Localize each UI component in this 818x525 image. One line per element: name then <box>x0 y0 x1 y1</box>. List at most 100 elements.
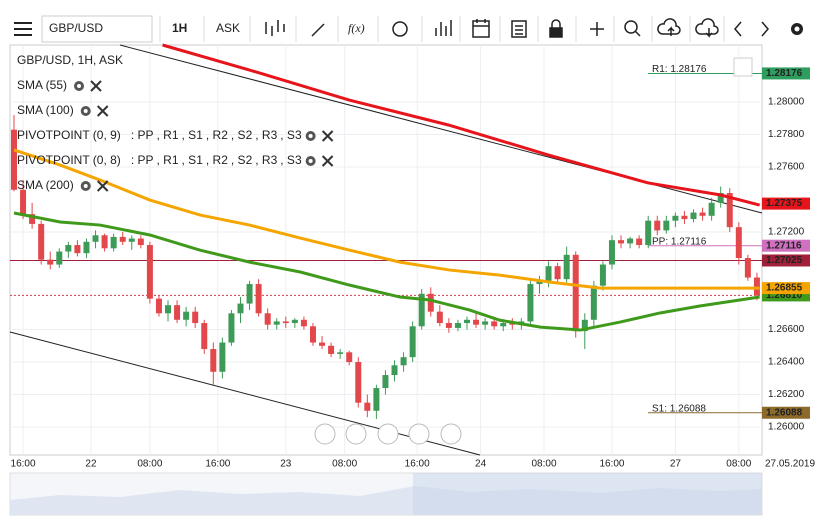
price-box-label: 1.27025 <box>766 255 803 266</box>
legend-item: , R2 <box>206 153 228 167</box>
gear-hole <box>308 134 313 138</box>
price-box <box>762 67 810 80</box>
candle-body <box>545 266 552 281</box>
candle-body <box>20 189 27 215</box>
x-tick-label: 22 <box>85 459 97 470</box>
candle-body <box>536 280 543 285</box>
nav-buttons[interactable] <box>314 423 462 445</box>
candle-body <box>92 235 99 242</box>
legend-item: : PP <box>131 128 154 142</box>
candle-body <box>690 212 697 220</box>
candles <box>10 115 760 419</box>
candle-body <box>590 285 597 320</box>
indicator-lines <box>13 43 761 332</box>
candle-body <box>500 323 507 327</box>
close-icon <box>321 130 334 142</box>
price-box <box>762 406 810 419</box>
close-icon <box>321 155 334 167</box>
levels: R1: 1.28176 PP: 1.27116 S1: 1.26088 <box>10 64 762 414</box>
candle-body <box>74 245 81 254</box>
candle-body <box>10 129 17 190</box>
expand-button[interactable] <box>733 57 753 77</box>
x-tick-label: 08:00 <box>332 459 357 470</box>
legend-item: , R3 <box>255 128 277 142</box>
separators <box>159 16 725 42</box>
pivot-caption: S1: 1.26088 <box>652 403 706 414</box>
candle-body <box>38 223 45 260</box>
legend-entry: SMA (200) <box>17 178 74 192</box>
legend-item: , R1 <box>157 128 179 142</box>
toolbar-icons[interactable] <box>265 18 769 38</box>
price-box <box>762 254 810 267</box>
sma-line <box>13 148 760 290</box>
candle-body <box>627 238 634 244</box>
legend-controls[interactable] <box>74 80 102 92</box>
candle-body <box>491 321 498 327</box>
candle-body <box>364 402 371 411</box>
close-icon <box>96 105 109 117</box>
legend-controls[interactable] <box>305 130 334 142</box>
candle-body <box>355 362 362 403</box>
gear-hole <box>83 184 88 188</box>
function-button[interactable]: f(x) <box>348 21 365 35</box>
navigator-window[interactable] <box>413 473 762 515</box>
candle-body <box>65 245 72 252</box>
legend-item: , R2 <box>206 128 228 142</box>
legend-item: , S3 <box>280 128 302 142</box>
legend-entry: PIVOTPOINT (0, 8) <box>17 153 121 167</box>
menu-button[interactable] <box>14 22 32 36</box>
candle-body <box>581 319 588 332</box>
legend-controls[interactable] <box>80 180 109 192</box>
candle-body <box>400 357 407 366</box>
candle-body <box>309 326 316 343</box>
candle-body <box>618 240 625 244</box>
x-tick-label: 08:00 <box>531 459 556 470</box>
symbol: GBP/USD <box>49 21 103 35</box>
candle-body <box>436 311 443 324</box>
legend-title: GBP/USD, 1H, ASK <box>17 53 123 67</box>
y-tick-label: 1.27200 <box>768 227 805 238</box>
price-box-label: 1.27375 <box>766 198 803 209</box>
candle-body <box>391 365 398 376</box>
candle-body <box>228 313 235 343</box>
candle-body <box>291 319 298 324</box>
y-tick-label: 1.28000 <box>768 97 805 108</box>
legend-controls[interactable] <box>80 105 109 117</box>
sma-line <box>162 43 761 207</box>
legend-item: , S2 <box>231 128 253 142</box>
candle-body <box>382 375 389 389</box>
candle-body <box>509 323 516 325</box>
candle-body <box>645 220 652 246</box>
candle-body <box>237 303 244 314</box>
candle-body <box>29 214 36 224</box>
candle-body <box>328 345 335 354</box>
interval[interactable]: 1H <box>172 21 187 35</box>
settings-hole <box>794 26 800 32</box>
side[interactable]: ASK <box>216 21 240 35</box>
candle-body <box>155 298 162 314</box>
y-tick-label: 1.27600 <box>768 162 805 173</box>
candle-body <box>137 238 144 246</box>
x-tick-label: 24 <box>475 459 487 470</box>
symbol-box[interactable] <box>41 15 153 43</box>
candle-body <box>165 305 172 314</box>
candle-body <box>101 235 108 249</box>
candle-body <box>681 215 688 220</box>
candle-body <box>146 245 153 299</box>
candle-body <box>219 342 226 372</box>
legend-item: , S3 <box>280 153 302 167</box>
candle-body <box>273 321 280 325</box>
legend-controls[interactable] <box>305 155 334 167</box>
y-tick-label: 1.26400 <box>768 357 805 368</box>
legend-entry: SMA (100) <box>17 103 74 117</box>
legend-item: , R1 <box>157 153 179 167</box>
x-tick-label: 16:00 <box>205 459 230 470</box>
pivot-caption: R1: 1.28176 <box>652 64 707 75</box>
candle-body <box>554 266 561 280</box>
candle-body <box>246 284 253 304</box>
y-tick-label: 1.26000 <box>768 422 805 433</box>
candle-body <box>482 321 489 325</box>
candle-body <box>445 323 452 328</box>
legend-item: , S2 <box>231 153 253 167</box>
